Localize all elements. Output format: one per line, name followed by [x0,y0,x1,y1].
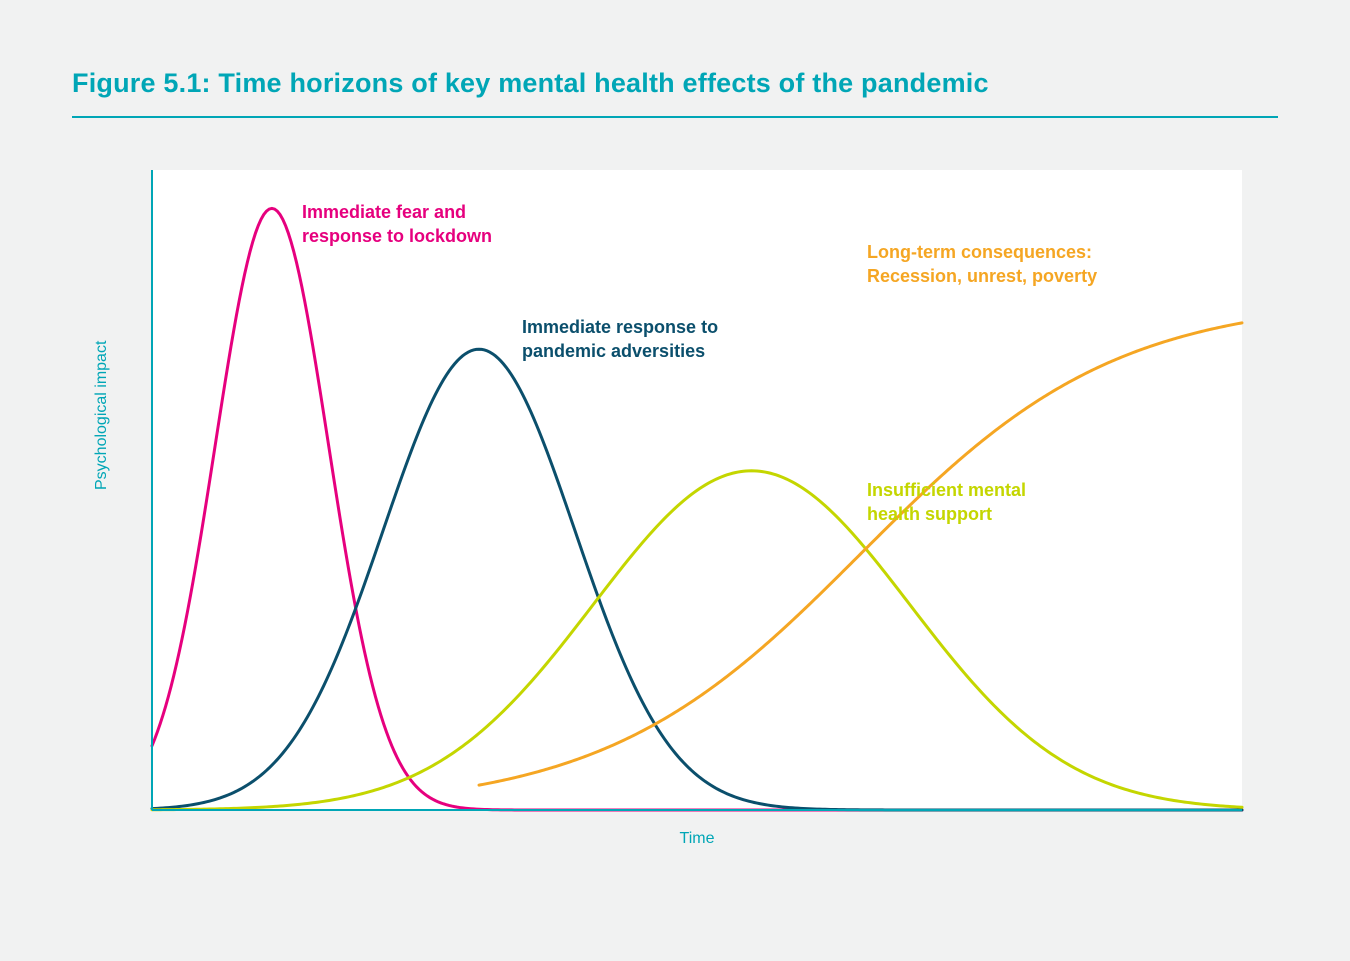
x-axis-label: Time [152,830,1242,848]
label-insufficient-support: Insufficient mental health support [867,478,1026,527]
figure-container: Figure 5.1: Time horizons of key mental … [0,0,1350,961]
label-long-term: Long-term consequences: Recession, unres… [867,240,1097,289]
curve-immediate-fear [152,208,1242,810]
y-axis-label: Psychological impact [93,341,111,490]
label-immediate-fear: Immediate fear and response to lockdown [302,200,492,249]
figure-title: Figure 5.1: Time horizons of key mental … [72,68,989,99]
curve-insufficient-support [152,471,1242,810]
curve-immediate-response [152,349,1242,810]
plot-area: Psychological impact Time Immediate fear… [72,170,1278,870]
curve-long-term [479,323,1242,785]
label-immediate-response: Immediate response to pandemic adversiti… [522,315,718,364]
title-rule [72,116,1278,118]
